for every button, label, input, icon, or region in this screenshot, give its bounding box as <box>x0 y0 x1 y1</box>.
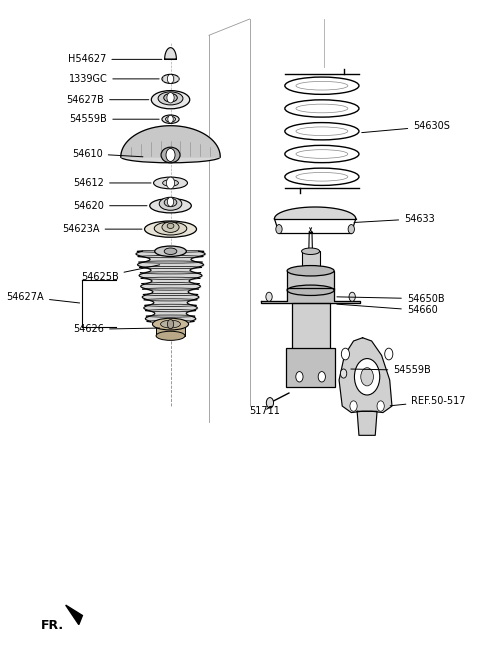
Circle shape <box>266 292 272 301</box>
Text: 54633: 54633 <box>354 214 435 224</box>
Circle shape <box>361 367 373 386</box>
Polygon shape <box>261 288 360 303</box>
Text: 54660: 54660 <box>337 304 438 316</box>
Ellipse shape <box>151 91 190 109</box>
Ellipse shape <box>301 248 320 255</box>
Polygon shape <box>121 126 220 157</box>
Ellipse shape <box>144 221 196 237</box>
Text: 1339GC: 1339GC <box>69 74 159 84</box>
Circle shape <box>341 348 349 360</box>
Polygon shape <box>66 605 83 625</box>
Text: 54625B: 54625B <box>81 265 160 282</box>
Text: 54612: 54612 <box>73 178 151 188</box>
Ellipse shape <box>287 285 334 295</box>
Ellipse shape <box>287 266 334 276</box>
Text: 54626: 54626 <box>73 324 160 335</box>
Circle shape <box>384 348 393 360</box>
Text: 54630S: 54630S <box>362 121 450 133</box>
Ellipse shape <box>164 198 177 207</box>
Circle shape <box>166 148 175 161</box>
Circle shape <box>266 398 274 408</box>
Ellipse shape <box>155 246 186 256</box>
Bar <box>156 324 185 336</box>
Circle shape <box>276 224 282 234</box>
Ellipse shape <box>285 168 359 186</box>
Circle shape <box>167 92 174 103</box>
Ellipse shape <box>285 146 359 163</box>
Circle shape <box>377 401 384 411</box>
Text: 54620: 54620 <box>73 201 147 211</box>
Circle shape <box>318 371 325 382</box>
Ellipse shape <box>163 180 179 186</box>
Text: REF.50-517: REF.50-517 <box>390 396 466 406</box>
Circle shape <box>296 371 303 382</box>
Bar <box>287 271 334 290</box>
Circle shape <box>349 292 355 301</box>
Ellipse shape <box>285 100 359 117</box>
Ellipse shape <box>166 116 176 122</box>
Text: 54627B: 54627B <box>66 94 149 105</box>
Ellipse shape <box>154 222 187 235</box>
Bar <box>301 251 320 271</box>
Text: 54627A: 54627A <box>6 292 80 303</box>
Ellipse shape <box>162 74 179 83</box>
Ellipse shape <box>285 77 359 94</box>
Text: 54650B: 54650B <box>337 294 444 304</box>
Circle shape <box>354 359 380 395</box>
Polygon shape <box>275 207 356 218</box>
Circle shape <box>168 74 174 83</box>
Ellipse shape <box>301 268 320 274</box>
Polygon shape <box>357 411 377 436</box>
Ellipse shape <box>150 199 192 213</box>
Ellipse shape <box>153 318 189 330</box>
Ellipse shape <box>156 331 185 340</box>
Circle shape <box>167 177 175 189</box>
Text: 54559B: 54559B <box>351 365 431 375</box>
Ellipse shape <box>285 123 359 140</box>
Ellipse shape <box>164 248 177 255</box>
Ellipse shape <box>159 197 182 211</box>
Text: FR.: FR. <box>41 619 64 632</box>
Circle shape <box>168 115 173 123</box>
Circle shape <box>168 197 174 207</box>
Text: 54559B: 54559B <box>70 114 159 124</box>
Circle shape <box>168 319 174 329</box>
Circle shape <box>348 224 354 234</box>
Ellipse shape <box>162 222 179 232</box>
Bar <box>286 348 336 386</box>
Circle shape <box>350 401 357 411</box>
Ellipse shape <box>121 151 220 163</box>
Ellipse shape <box>161 147 180 163</box>
Ellipse shape <box>167 223 174 228</box>
Polygon shape <box>165 48 176 59</box>
Text: H54627: H54627 <box>68 54 162 64</box>
Circle shape <box>340 369 347 378</box>
Ellipse shape <box>154 177 188 189</box>
Bar <box>292 303 330 358</box>
Ellipse shape <box>164 94 177 102</box>
Ellipse shape <box>161 320 180 328</box>
Text: 51711: 51711 <box>249 405 279 416</box>
Ellipse shape <box>158 92 183 105</box>
Polygon shape <box>339 338 392 413</box>
Ellipse shape <box>162 115 179 123</box>
Text: 54623A: 54623A <box>62 224 142 234</box>
Text: 54610: 54610 <box>72 149 143 159</box>
